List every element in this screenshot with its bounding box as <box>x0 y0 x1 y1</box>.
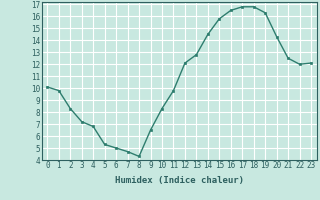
X-axis label: Humidex (Indice chaleur): Humidex (Indice chaleur) <box>115 176 244 185</box>
